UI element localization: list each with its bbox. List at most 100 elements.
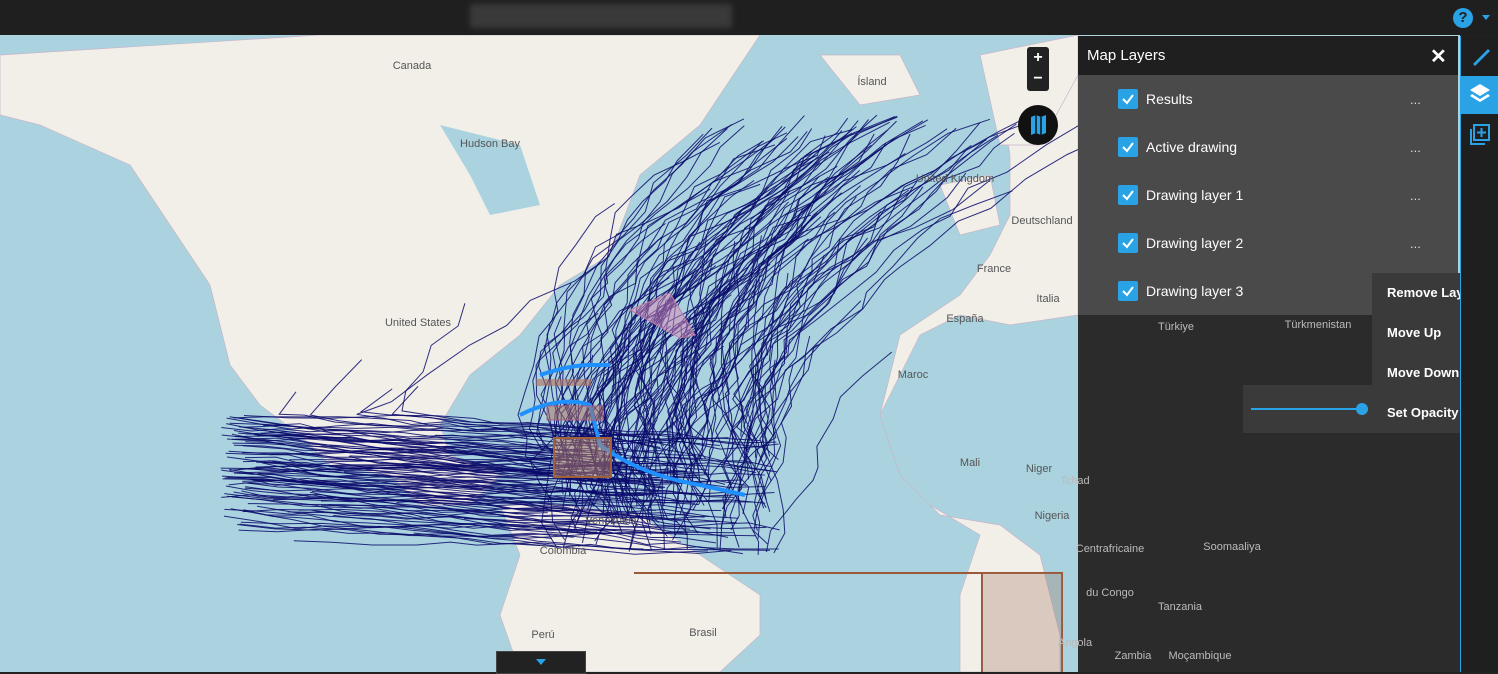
close-button[interactable]: ✕ — [1430, 46, 1447, 68]
layer-row[interactable]: Active drawing... — [1118, 123, 1458, 171]
help-caret[interactable] — [1482, 15, 1490, 20]
menu-item[interactable]: Move Up — [1387, 325, 1442, 340]
storm-track — [320, 504, 629, 525]
storm-track — [756, 133, 911, 457]
storm-track — [736, 185, 862, 441]
storm-track — [311, 490, 700, 506]
zoom-out[interactable]: − — [1033, 70, 1043, 87]
storm-track — [675, 135, 826, 440]
panel-title: Map Layers — [1087, 47, 1166, 64]
layer-menu[interactable]: ... — [1410, 235, 1421, 251]
storm-track — [616, 161, 821, 550]
storm-track — [638, 179, 991, 550]
zoom-in[interactable]: + — [1033, 49, 1043, 66]
storm-track — [693, 235, 762, 479]
storm-track — [672, 226, 873, 492]
storm-track — [698, 142, 887, 505]
map-label: United States — [385, 317, 452, 329]
map-label: Ísland — [857, 75, 886, 88]
map-label: Niger — [1026, 463, 1053, 475]
storm-track — [223, 515, 644, 550]
layer-checkbox[interactable] — [1118, 89, 1138, 109]
map-label: Centrafricaine — [1076, 543, 1144, 555]
storm-track — [555, 125, 783, 456]
layer-checkbox[interactable] — [1118, 137, 1138, 157]
storm-track — [536, 118, 745, 453]
storm-track — [672, 114, 878, 541]
draw-tool[interactable] — [1473, 49, 1490, 66]
storm-track — [284, 480, 723, 503]
help-button[interactable]: ? — [1453, 8, 1473, 28]
storm-track — [615, 314, 692, 506]
storm-track — [235, 437, 699, 475]
storm-track — [765, 351, 893, 553]
storm-track — [758, 127, 957, 459]
storm-track — [293, 540, 732, 554]
storm-track — [746, 117, 1092, 509]
layer-checkbox[interactable] — [1118, 281, 1138, 301]
map-label: Perú — [531, 629, 554, 641]
layer-row[interactable]: Drawing layer 1... — [1118, 171, 1458, 219]
layer-row[interactable]: Drawing layer 2... — [1118, 219, 1458, 267]
menu-item[interactable]: Remove Layer — [1387, 285, 1476, 300]
storm-track — [666, 128, 813, 453]
storm-track — [624, 319, 709, 522]
layer-row[interactable]: Drawing layer 3 — [1118, 267, 1458, 315]
storm-track — [581, 310, 660, 544]
storm-track — [635, 126, 857, 447]
layers-tool[interactable] — [1470, 84, 1490, 102]
map-label: Mali — [960, 457, 980, 469]
layer-checkbox[interactable] — [1118, 185, 1138, 205]
storm-track — [689, 189, 910, 490]
map-label: España — [946, 313, 984, 325]
storm-track — [269, 452, 697, 485]
storm-track — [300, 453, 685, 472]
storm-track — [237, 523, 729, 538]
storm-track — [535, 140, 765, 482]
opacity-slider[interactable] — [1243, 385, 1373, 433]
storm-track — [721, 134, 999, 510]
storm-track — [582, 277, 670, 526]
storm-track — [239, 523, 708, 555]
sidebar — [1460, 36, 1498, 672]
basemap-button[interactable] — [1018, 105, 1058, 145]
map-label: Moçambique — [1169, 650, 1232, 662]
layer-name: Drawing layer 1 — [1146, 187, 1244, 203]
storm-track — [689, 186, 924, 549]
storm-track — [238, 461, 630, 488]
menu-item[interactable]: Move Down — [1387, 365, 1460, 380]
storm-track — [244, 478, 656, 511]
bottom-toggle[interactable] — [496, 651, 586, 674]
add-layer-tool[interactable] — [1470, 124, 1490, 145]
layer-menu[interactable]: ... — [1410, 91, 1421, 107]
map-label: Angola — [1058, 637, 1093, 649]
storm-track — [752, 359, 782, 531]
layer-checkbox[interactable] — [1118, 233, 1138, 253]
map-label: United Kingdom — [916, 173, 994, 185]
layer-row[interactable]: Results... — [1118, 75, 1458, 123]
storm-track — [540, 127, 713, 453]
layer-menu[interactable]: ... — [1410, 187, 1421, 203]
storm-track — [623, 119, 869, 484]
map-label: Italia — [1036, 293, 1060, 305]
storm-track — [754, 289, 804, 465]
storm-track — [413, 532, 770, 551]
blurred-title — [470, 4, 732, 28]
layer-name: Drawing layer 2 — [1146, 235, 1244, 251]
storm-track — [232, 442, 687, 466]
storm-track — [730, 180, 918, 531]
layer-menu[interactable]: ... — [1410, 139, 1421, 155]
storm-track — [238, 469, 661, 495]
storm-track — [703, 290, 755, 475]
storm-track — [254, 434, 772, 468]
storm-track — [257, 505, 598, 534]
zoom-control: + − — [1027, 47, 1049, 91]
map-label: Canada — [393, 60, 432, 72]
storm-track — [246, 482, 566, 510]
storm-track — [570, 201, 813, 532]
storm-track — [722, 123, 1017, 519]
map-label: Venezuela — [585, 515, 637, 527]
map-label: Tanzania — [1158, 601, 1203, 613]
storm-track — [673, 170, 861, 506]
